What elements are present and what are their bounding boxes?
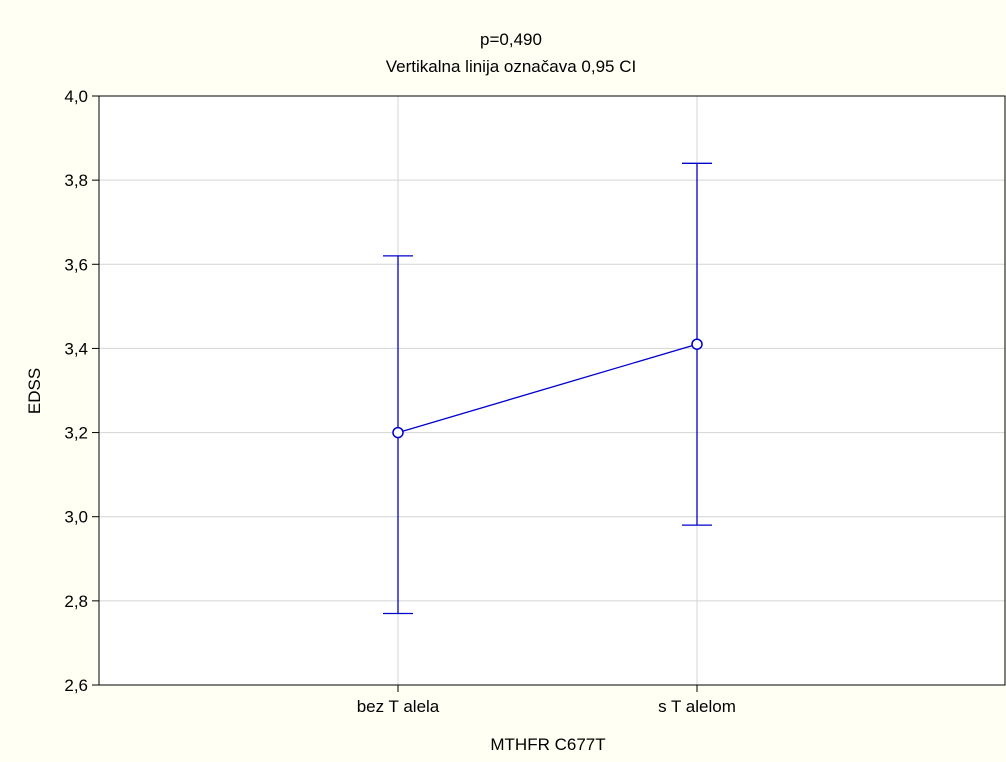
chart-subtitle: Vertikalna linija označava 0,95 CI (386, 57, 636, 76)
plot-area (99, 96, 1005, 685)
chart-title: p=0,490 (480, 30, 542, 49)
y-tick-label: 2,8 (64, 592, 88, 611)
x-axis-ticks: bez T alela s T alelom (357, 685, 736, 716)
grid-lines (99, 96, 1005, 685)
x-axis-label: MTHFR C677T (490, 735, 605, 754)
mean-point (392, 426, 404, 439)
mean-line (397, 343, 698, 434)
y-tick-label: 3,2 (64, 424, 88, 443)
plot-frame (98, 95, 1006, 686)
y-tick-label: 3,0 (64, 508, 88, 527)
mean-point (691, 338, 703, 350)
y-tick-label: 2,6 (64, 676, 88, 695)
y-tick-label: 4,0 (64, 87, 88, 106)
y-tick-label: 3,4 (64, 339, 88, 358)
y-tick-label: 3,6 (64, 255, 88, 274)
y-tick-label: 3,8 (64, 171, 88, 190)
series-layer (383, 162, 712, 615)
x-tick-label: bez T alela (357, 697, 440, 716)
y-axis-label: EDSS (25, 368, 44, 414)
x-tick-label: s T alelom (658, 697, 736, 716)
y-axis-ticks: 2,6 2,8 3,0 3,2 3,4 3,6 3,8 4,0 (64, 87, 99, 695)
